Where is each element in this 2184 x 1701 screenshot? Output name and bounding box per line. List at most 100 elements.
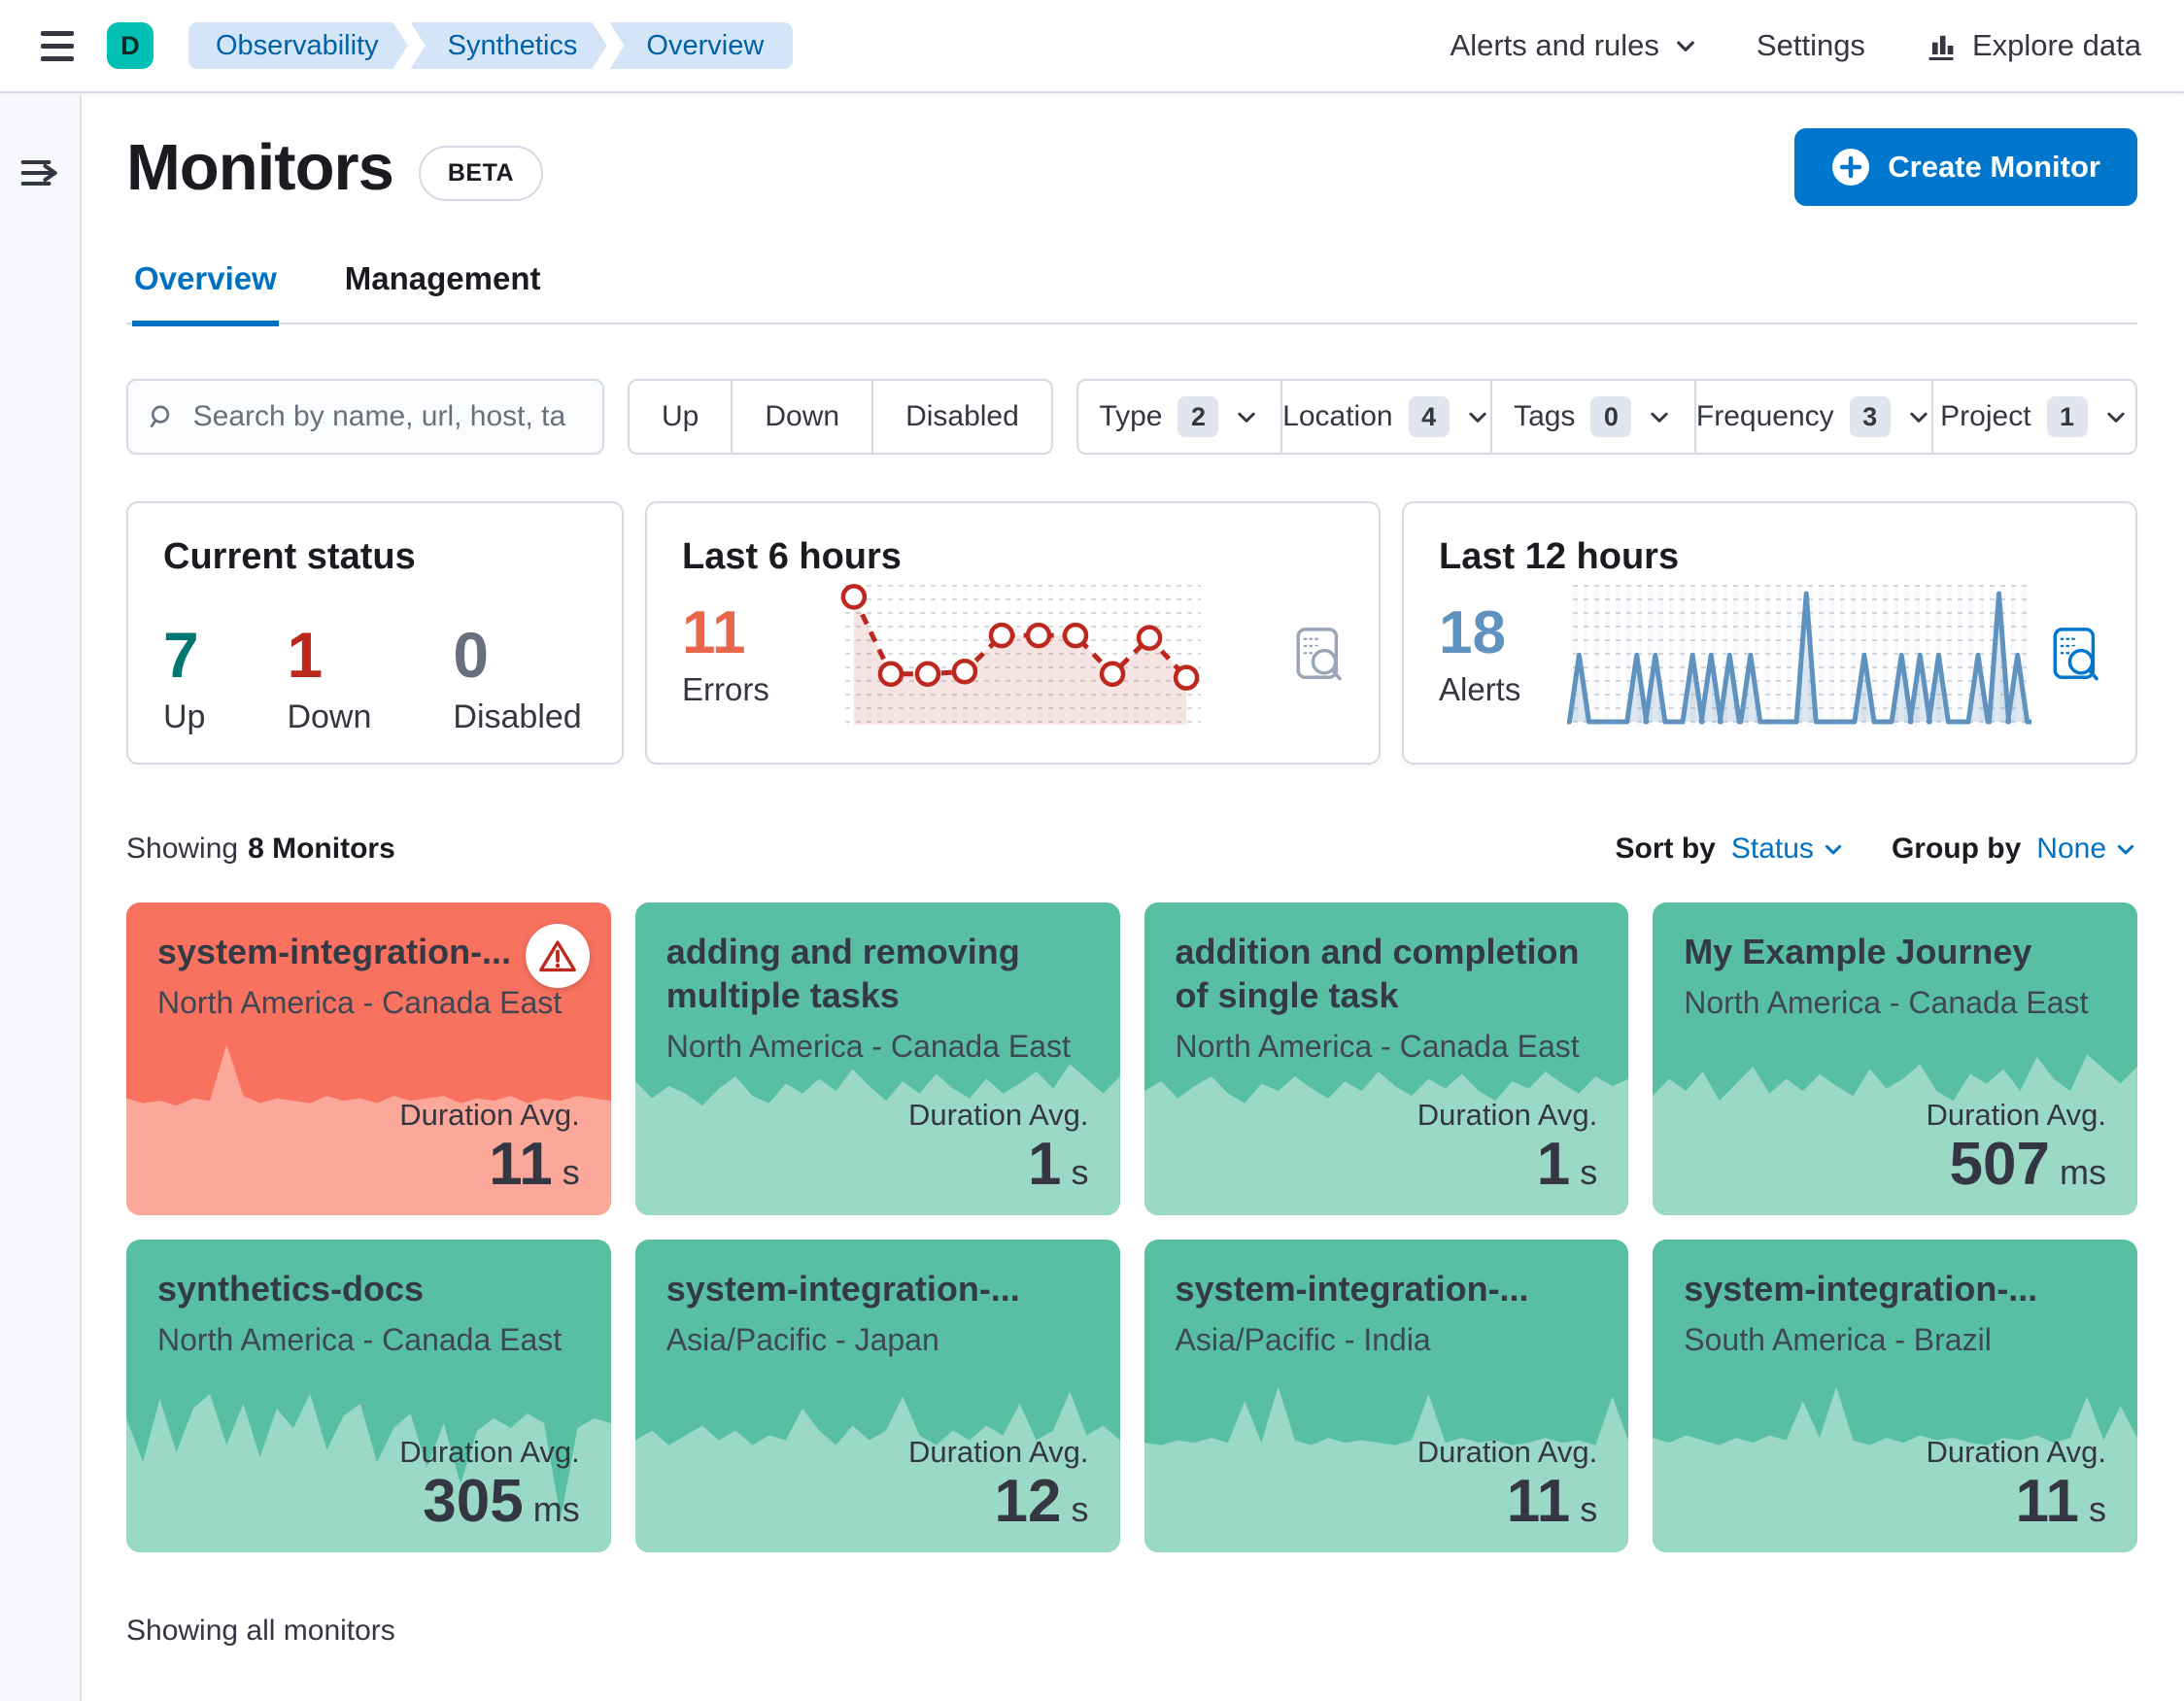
group-by-control: Group by None — [1892, 833, 2137, 866]
space-avatar[interactable]: D — [107, 22, 154, 69]
create-monitor-button[interactable]: Create Monitor — [1794, 128, 2137, 206]
sort-controls: Sort by Status Group by None — [1616, 833, 2137, 866]
errors-count: 11 — [682, 599, 746, 666]
chevron-down-icon — [1910, 412, 1928, 423]
attribute-filter-group: Type 2 Location 4 Tags 0 Frequency 3 — [1075, 379, 2137, 455]
monitor-location: South America - Brazil — [1684, 1322, 1992, 1357]
filter-disabled-button[interactable]: Disabled — [871, 381, 1051, 453]
duration-avg-block: Duration Avg. 11 s — [1926, 1435, 2106, 1533]
alerts-metric: 18 Alerts — [1439, 603, 1563, 708]
monitor-card[interactable]: adding and removing multiple tasks North… — [634, 902, 1120, 1215]
alerts-chart — [1566, 585, 2031, 727]
monitor-name: system-integration-... — [665, 1269, 1020, 1309]
explore-data-link[interactable]: Explore data — [1924, 28, 2141, 63]
group-by-value[interactable]: None — [2036, 833, 2137, 866]
breadcrumb-synthetics[interactable]: Synthetics — [411, 22, 607, 69]
filter-up-button[interactable]: Up — [662, 400, 700, 432]
duration-sparkline — [126, 1393, 611, 1552]
tab-overview[interactable]: Overview — [132, 260, 279, 326]
status-filter-group: Up Down Disabled — [628, 379, 1053, 455]
monitor-name: synthetics-docs — [157, 1269, 425, 1309]
duration-sparkline — [126, 1044, 611, 1215]
chevron-down-icon — [1825, 844, 1842, 855]
down-count: 1 — [287, 619, 324, 691]
duration-sparkline — [1143, 1071, 1629, 1215]
chevron-down-icon — [2117, 844, 2134, 855]
monitor-list-header: Showing 8 Monitors Sort by Status Group … — [126, 833, 2137, 866]
duration-unit: s — [2089, 1488, 2106, 1529]
sort-by-value[interactable]: Status — [1731, 833, 1845, 866]
duration-unit: s — [1580, 1151, 1598, 1192]
create-monitor-label: Create Monitor — [1888, 150, 2100, 184]
bar-chart-icon — [1928, 35, 1954, 60]
group-by-value-label: None — [2036, 833, 2106, 865]
monitor-grid: system-integration-... North America - C… — [126, 902, 2137, 1552]
inspect-alerts-icon[interactable] — [2052, 627, 2100, 686]
monitor-card[interactable]: system-integration-... North America - C… — [126, 902, 611, 1215]
filter-tags[interactable]: Tags 0 — [1489, 381, 1694, 453]
filter-project[interactable]: Project 1 — [1930, 381, 2135, 453]
filter-project-label: Project — [1940, 400, 2031, 432]
monitor-card[interactable]: synthetics-docs North America - Canada E… — [126, 1240, 611, 1552]
monitor-location: North America - Canada East — [157, 1322, 563, 1357]
duration-label: Duration Avg. — [399, 1097, 580, 1132]
monitor-name: addition and completion of single task — [1175, 932, 1580, 1015]
duration-sparkline — [1653, 1386, 2137, 1552]
tab-management[interactable]: Management — [344, 260, 541, 296]
inspect-errors-icon[interactable] — [1295, 627, 1344, 686]
breadcrumb-overview[interactable]: Overview — [609, 22, 794, 69]
monitor-location: Asia/Pacific - Japan — [665, 1322, 939, 1357]
duration-value: 12 — [994, 1467, 1062, 1535]
chevron-down-icon — [2106, 412, 2125, 423]
up-count: 7 — [163, 619, 199, 691]
down-alert-badge — [525, 924, 590, 988]
alerts-panel-body: 18 Alerts — [1439, 582, 2100, 730]
settings-link[interactable]: Settings — [1757, 28, 1865, 63]
errors-chart — [839, 584, 1201, 727]
duration-sparkline — [1653, 1054, 2137, 1215]
disabled-count: 0 — [453, 619, 490, 691]
menu-icon[interactable] — [37, 27, 78, 65]
duration-label: Duration Avg. — [907, 1097, 1089, 1132]
expand-sidebar-icon[interactable] — [18, 152, 61, 194]
search-input[interactable] — [192, 400, 583, 433]
duration-sparkline — [634, 1064, 1120, 1215]
filter-location-count: 4 — [1408, 396, 1450, 437]
monitor-card[interactable]: system-integration-... South America - B… — [1653, 1240, 2137, 1552]
chevron-down-icon — [1238, 412, 1256, 423]
errors-metric: 11 Errors — [682, 603, 836, 708]
monitor-card[interactable]: system-integration-... Asia/Pacific - In… — [1143, 1240, 1629, 1552]
monitor-name: system-integration-... — [1684, 1269, 2038, 1309]
monitor-card[interactable]: system-integration-... Asia/Pacific - Ja… — [634, 1240, 1120, 1552]
beta-badge: BETA — [418, 145, 544, 201]
sort-by-label: Sort by — [1615, 833, 1716, 865]
breadcrumb: Observability Synthetics Overview — [188, 22, 796, 69]
breadcrumb-observability[interactable]: Observability — [188, 22, 408, 69]
monitor-location: North America - Canada East — [157, 985, 563, 1020]
filter-frequency[interactable]: Frequency 3 — [1693, 381, 1931, 453]
sort-by-control: Sort by Status — [1616, 833, 1845, 866]
monitor-card[interactable]: My Example Journey North America - Canad… — [1653, 902, 2137, 1215]
monitor-card[interactable]: addition and completion of single task N… — [1143, 902, 1629, 1215]
search-icon — [150, 405, 170, 427]
alerts-and-rules-menu[interactable]: Alerts and rules — [1450, 28, 1698, 63]
filter-location[interactable]: Location 4 — [1280, 381, 1489, 453]
filter-project-count: 1 — [2046, 396, 2088, 437]
duration-value: 1 — [1536, 1130, 1571, 1198]
duration-unit: s — [1071, 1488, 1089, 1529]
explore-data-label: Explore data — [1971, 28, 2141, 62]
filter-down-button[interactable]: Down — [731, 381, 871, 453]
duration-label: Duration Avg. — [1416, 1097, 1598, 1132]
page-header: Monitors BETA Create Monitor — [126, 128, 2137, 206]
duration-label: Duration Avg. — [907, 1434, 1089, 1469]
alerts-panel-title: Last 12 hours — [1439, 536, 1680, 577]
filter-type[interactable]: Type 2 — [1078, 381, 1280, 453]
filter-type-count: 2 — [1177, 396, 1219, 437]
filter-frequency-label: Frequency — [1695, 400, 1834, 432]
footer-note: Showing all monitors — [126, 1615, 395, 1647]
showing-count: 8 Monitors — [248, 833, 395, 865]
status-up-stat: 7 Up — [163, 623, 205, 736]
overview-stats-row: Current status 7 Up 1 Down 0 Disabled — [126, 501, 2137, 765]
